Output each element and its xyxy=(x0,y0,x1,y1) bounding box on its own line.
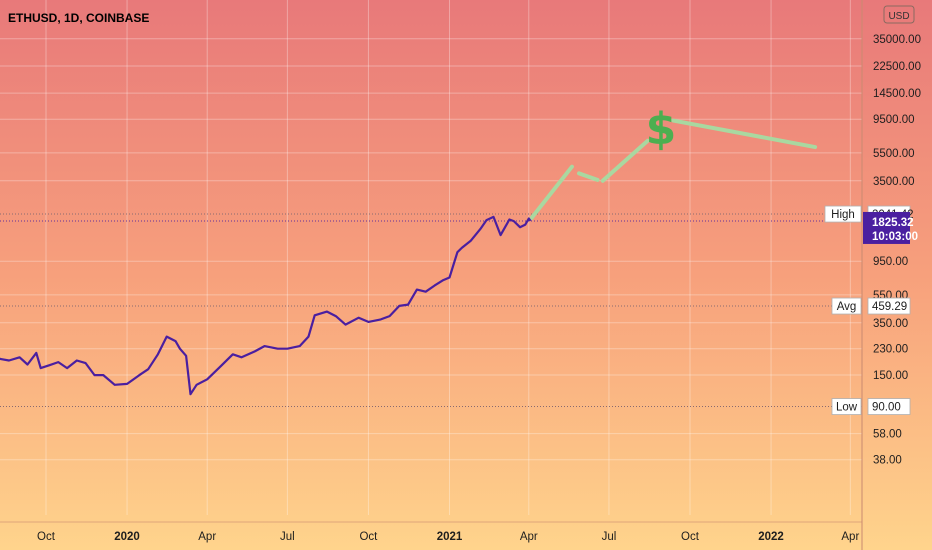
x-tick-label: Apr xyxy=(520,531,538,543)
marker-value-box xyxy=(867,297,911,315)
x-tick-label: Apr xyxy=(841,531,859,543)
currency-badge[interactable] xyxy=(883,5,915,24)
marker-tag-low xyxy=(831,398,862,415)
x-axis[interactable]: Oct 2020 Apr Jul Oct 2021 Apr Jul Oct 2022 Apr xyxy=(0,521,862,543)
marker-tag-label: Avg xyxy=(837,301,857,313)
marker-value-label: 90.00 xyxy=(872,402,901,414)
price-series-line xyxy=(0,215,532,396)
x-tick-label: 2022 xyxy=(758,531,784,543)
y-axis[interactable]: 35000.00 22500.00 14500.00 9500.00 5500.00 35… xyxy=(861,0,921,550)
y-tick-label: 5500.00 xyxy=(873,148,915,160)
y-tick-label: 35000.00 xyxy=(873,34,921,46)
marker-tag-high xyxy=(824,205,862,223)
y-tick-label: 38.00 xyxy=(873,455,902,467)
currency-label: USD xyxy=(888,11,909,22)
x-tick-label: Jul xyxy=(280,531,295,543)
x-tick-label: Oct xyxy=(359,531,378,543)
chart-title: ETHUSD, 1D, COINBASE xyxy=(8,11,149,25)
x-tick-label: 2020 xyxy=(114,531,140,543)
dollar-annotation: $ xyxy=(646,104,677,155)
countdown-label: 10:03:00 xyxy=(872,231,918,243)
marker-value-label: 459.29 xyxy=(872,301,907,313)
x-tick-label: Apr xyxy=(198,531,216,543)
overlay: High2041.42Avg459.29Low90.001825.3210:03… xyxy=(646,104,918,415)
y-tick-label: 230.00 xyxy=(873,344,908,356)
last-price-label: 1825.32 xyxy=(872,217,914,229)
last-price-box xyxy=(863,211,910,244)
x-tick-label: Oct xyxy=(37,531,56,543)
marker-value-box xyxy=(867,398,911,415)
projection-lines xyxy=(529,118,818,221)
y-tick-label: 9500.00 xyxy=(873,114,915,126)
x-tick-label: 2021 xyxy=(437,531,463,543)
marker-tag-avg xyxy=(831,297,862,315)
y-tick-label: 14500.00 xyxy=(873,88,921,100)
y-tick-label: 58.00 xyxy=(873,429,902,441)
projection-segment-3 xyxy=(600,138,650,183)
y-tick-label: 350.00 xyxy=(873,318,908,330)
marker-tag-label: Low xyxy=(836,402,858,414)
grid xyxy=(0,0,862,515)
y-tick-label: 22500.00 xyxy=(873,61,921,73)
y-tick-label: 150.00 xyxy=(873,370,908,382)
x-tick-label: Oct xyxy=(681,531,700,543)
projection-segment-2 xyxy=(576,171,600,182)
projection-segment-4 xyxy=(671,118,818,150)
marker-tag-label: High xyxy=(831,209,855,221)
series-group xyxy=(0,215,532,396)
x-tick-label: Jul xyxy=(602,531,617,543)
y-tick-label: 3500.00 xyxy=(873,176,915,188)
projection-segment-1 xyxy=(529,164,574,221)
y-tick-label: 950.00 xyxy=(873,256,908,268)
